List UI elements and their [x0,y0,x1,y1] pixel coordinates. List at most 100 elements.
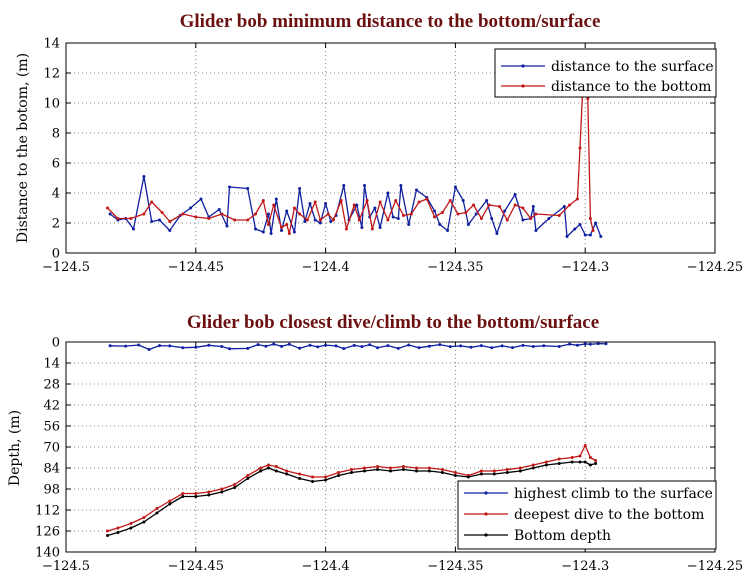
data-point-deepest-dive-to-the-bottom [116,526,120,530]
data-point-deepest-dive-to-the-bottom [285,469,289,473]
data-point-bottom-depth [220,490,224,494]
y-tick-label: 12 [43,67,60,82]
data-point-deepest-dive-to-the-bottom [233,483,237,486]
data-point-distance-to-the-bottom [365,199,369,202]
data-point-deepest-dive-to-the-bottom [518,466,522,470]
data-point-deepest-dive-to-the-bottom [544,460,548,464]
data-point-distance-to-the-bottom [142,212,146,216]
y-tick-label: 28 [43,378,60,393]
data-point-distance-to-the-bottom [160,211,164,214]
data-point-distance-to-the-bottom [394,199,398,202]
data-point-distance-to-the-bottom [440,211,444,214]
data-point-deepest-dive-to-the-bottom [246,474,250,477]
data-point-distance-to-the-surface [495,232,499,235]
chart-bottom-ylabel: Depth, (m) [7,410,23,486]
data-point-distance-to-the-surface [474,212,478,216]
data-point-distance-to-the-bottom [267,223,270,226]
data-point-deepest-dive-to-the-bottom [578,454,582,458]
data-point-deepest-dive-to-the-bottom [337,471,341,474]
data-point-bottom-depth [363,469,366,473]
data-point-distance-to-the-bottom [448,199,452,202]
data-point-highest-climb-to-the-surface [316,345,320,349]
data-point-highest-climb-to-the-surface [181,346,185,350]
data-point-distance-to-the-surface [578,223,582,226]
data-point-deepest-dive-to-the-bottom [363,466,366,470]
data-point-deepest-dive-to-the-bottom [181,492,185,495]
data-point-distance-to-the-bottom [181,212,185,216]
data-point-distance-to-the-surface [461,199,465,202]
data-point-highest-climb-to-the-surface [280,344,283,348]
legend-marker-dive [484,512,488,516]
data-point-distance-to-the-bottom [246,218,250,222]
data-point-highest-climb-to-the-surface [575,343,579,347]
data-point-distance-to-the-surface [303,220,307,223]
data-point-highest-climb-to-the-surface [137,343,141,347]
data-point-highest-climb-to-the-surface [287,342,291,346]
legend-marker-bottom [521,84,525,88]
data-point-deepest-dive-to-the-bottom [415,466,418,470]
y-tick-label: 84 [43,462,60,477]
data-point-highest-climb-to-the-surface [168,344,172,348]
data-point-deepest-dive-to-the-bottom [389,466,392,470]
chart-bottom-legend-box [457,480,717,550]
data-point-distance-to-the-surface [132,227,135,231]
data-point-distance-to-the-surface [318,221,322,225]
data-point-distance-to-the-surface [199,197,203,201]
data-point-distance-to-the-bottom [386,218,390,222]
data-point-distance-to-the-bottom [207,217,211,220]
data-point-distance-to-the-bottom [287,232,291,235]
data-point-distance-to-the-surface [292,230,296,234]
legend-marker-depth [484,533,488,537]
data-point-distance-to-the-surface [534,229,538,232]
data-point-distance-to-the-bottom [534,212,538,216]
data-point-distance-to-the-surface [588,233,592,237]
chart-top-series [106,56,603,238]
data-point-highest-climb-to-the-surface [407,343,411,347]
data-point-highest-climb-to-the-surface [352,343,356,347]
data-point-highest-climb-to-the-surface [568,342,572,346]
data-point-distance-to-the-bottom [370,227,374,231]
data-point-deepest-dive-to-the-bottom [324,475,328,479]
x-tick-label: −124.4 [302,260,350,275]
data-point-distance-to-the-bottom [456,212,460,216]
data-point-highest-climb-to-the-surface [459,344,463,348]
data-point-distance-to-the-bottom [339,199,343,202]
data-point-bottom-depth [246,477,250,480]
data-point-distance-to-the-bottom [331,218,335,222]
data-point-distance-to-the-surface [565,235,569,238]
data-point-distance-to-the-bottom [352,203,356,207]
y-tick-label: 6 [52,157,60,172]
x-tick-label: −124.35 [427,559,483,574]
data-point-bottom-depth [583,460,587,464]
data-point-distance-to-the-surface [228,185,231,189]
x-tick-label: −124.4 [302,559,350,574]
data-point-distance-to-the-surface [274,197,278,201]
data-point-deepest-dive-to-the-bottom [594,459,598,462]
data-point-bottom-depth [440,471,444,474]
chart-bottom-title: Glider bob closest dive/climb to the bot… [187,312,599,333]
y-tick-label: 0 [52,247,60,262]
data-point-distance-to-the-bottom [305,218,309,222]
data-point-distance-to-the-bottom [505,218,509,222]
data-point-deepest-dive-to-the-bottom [440,468,444,471]
y-tick-label: 14 [43,357,60,372]
data-point-distance-to-the-bottom [357,218,361,222]
data-point-distance-to-the-surface [168,229,172,232]
data-point-distance-to-the-surface [466,223,470,226]
data-point-deepest-dive-to-the-bottom [453,471,457,474]
data-point-bottom-depth [402,468,405,471]
y-tick-label: 70 [43,441,60,456]
data-point-deepest-dive-to-the-bottom [492,469,496,473]
data-point-distance-to-the-surface [485,199,489,202]
data-point-highest-climb-to-the-surface [376,346,379,350]
data-point-distance-to-the-bottom [586,97,590,100]
data-point-highest-climb-to-the-surface [246,346,250,350]
data-point-highest-climb-to-the-surface [108,344,112,348]
data-point-bottom-depth [181,495,185,498]
data-point-bottom-depth [129,526,133,530]
data-point-bottom-depth [337,474,341,477]
data-point-distance-to-the-bottom [313,200,317,204]
data-point-distance-to-the-bottom [254,212,257,216]
legend-label-climb: highest climb to the surface [514,486,713,502]
